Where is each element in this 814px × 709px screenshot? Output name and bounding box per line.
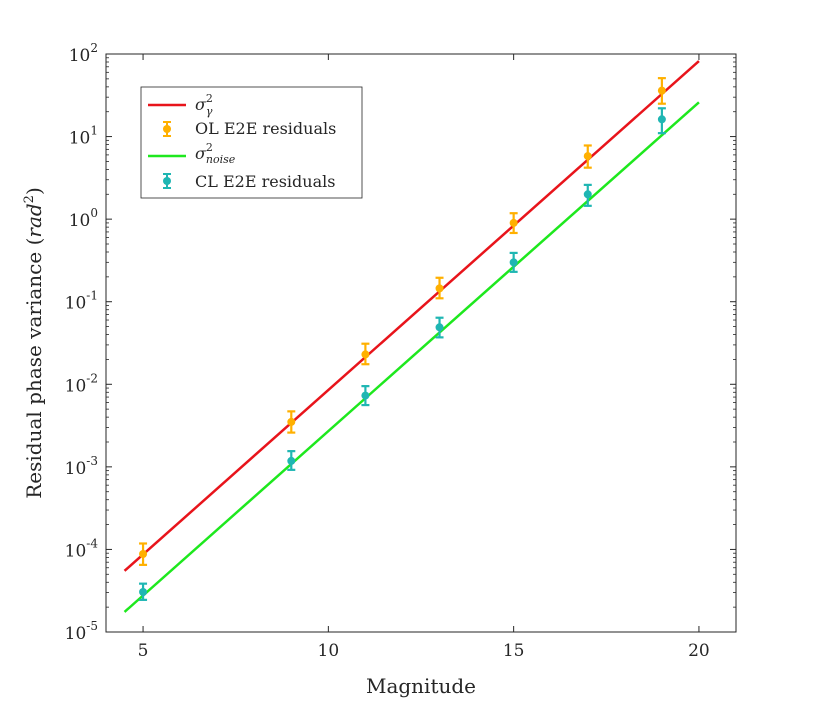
ol_e2e_residuals-marker [583,152,592,161]
cl_e2e_residuals-marker [509,258,518,267]
y-tick-label: 102 [69,41,98,66]
legend: σ2 γ OL E2E residuals σ2 noise CL E2E resi… [140,86,363,199]
y-tick-label: 10-4 [65,536,99,561]
sigma_gamma_sq-line [123,60,700,572]
legend-sigma-noise-sup: 2 [206,141,213,154]
cl_e2e_residuals-point [361,385,370,407]
ol_e2e_residuals-point [583,144,592,169]
legend-label-sigma-noise: σ2 noise [195,141,236,166]
legend-label-cl-residuals: CL E2E residuals [195,172,335,191]
x-tick-label: 20 [688,641,710,661]
ol_e2e_residuals-point [435,276,444,300]
y-axis-label-unit: rad [22,203,46,237]
legend-swatch-cl-residuals [163,173,171,189]
cl_e2e_residuals-marker [287,456,296,465]
y-tick-label: 10-3 [65,454,98,479]
legend-sigma-gamma-symbol: σ [195,95,207,114]
plot-marks [123,60,700,613]
x-tick-label: 10 [318,641,340,661]
ol_e2e_residuals-point [287,410,296,434]
cl_e2e_residuals-marker [583,190,592,199]
cl_e2e_residuals-marker [657,115,666,124]
y-axis-label-unit-exp: 2 [22,195,37,203]
ol_e2e_residuals-marker [509,218,518,227]
legend-sigma-gamma-sub: γ [206,105,213,118]
legend-sigma-noise-sub: noise [206,153,236,166]
y-axis-label-prefix: Residual phase variance ( [22,238,46,499]
legend-label-sigma-gamma: σ2 γ [195,92,213,118]
legend-label-ol-residuals: OL E2E residuals [195,119,336,138]
ol_e2e_residuals-point [139,542,148,566]
cl_e2e_residuals-marker [361,391,370,400]
x-axis-label: Magnitude [366,674,476,698]
ol_e2e_residuals-point [657,77,666,105]
ol_e2e_residuals-point [361,342,370,366]
ol_e2e_residuals-marker [435,284,444,293]
y-tick-label: 101 [69,124,98,149]
cl_e2e_residuals-point [583,183,592,207]
y-tick-label: 10-1 [65,289,98,314]
x-tick-label: 15 [503,641,525,661]
cl_e2e_residuals-marker [139,588,148,597]
ol_e2e_residuals-point [509,212,518,235]
y-tick-label: 10-5 [65,619,98,644]
cl_e2e_residuals-marker [435,323,444,332]
y-tick-labels: 10-5 10-4 10-3 10-2 10-1 100 101 102 [65,41,99,644]
cl_e2e_residuals-point [139,582,148,601]
y-axis-label-suffix: ) [22,187,46,195]
y-tick-label: 10-2 [65,371,98,396]
ol_e2e_residuals-marker [139,550,148,559]
x-tick-labels: 5 10 15 20 [138,641,710,661]
y-tick-label: 100 [69,206,98,231]
legend-swatch-ol-residuals [163,121,171,137]
ol_e2e_residuals-marker [361,350,370,359]
sigma_noise_sq-line [123,101,700,613]
cl_e2e_residuals-point [287,450,296,471]
cl_e2e_residuals-point [435,316,444,339]
legend-sigma-gamma-sup: 2 [206,92,213,105]
y-axis-label: Residual phase variance (rad2) [22,187,46,499]
cl_e2e_residuals-point [657,107,666,135]
axis-ticks [106,53,736,633]
ol_e2e_residuals-marker [287,417,296,426]
cl_e2e_residuals-point [509,251,518,273]
ol_e2e_residuals-marker [657,86,666,95]
legend-sigma-noise-symbol: σ [195,144,207,163]
x-tick-label: 5 [138,641,149,661]
